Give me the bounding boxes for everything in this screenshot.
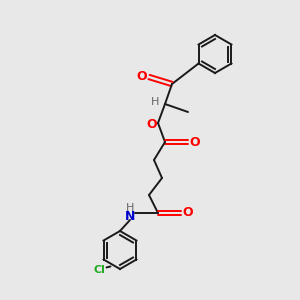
Text: H: H xyxy=(126,203,134,213)
Text: N: N xyxy=(125,209,135,223)
Text: O: O xyxy=(137,70,147,83)
Text: O: O xyxy=(147,118,157,130)
Text: Cl: Cl xyxy=(94,266,105,275)
Text: O: O xyxy=(183,206,193,220)
Text: H: H xyxy=(151,97,159,107)
Text: O: O xyxy=(190,136,200,148)
